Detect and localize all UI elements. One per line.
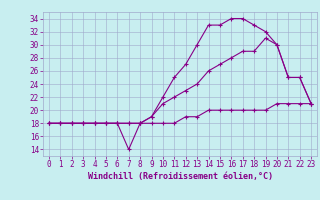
X-axis label: Windchill (Refroidissement éolien,°C): Windchill (Refroidissement éolien,°C) xyxy=(87,172,273,181)
